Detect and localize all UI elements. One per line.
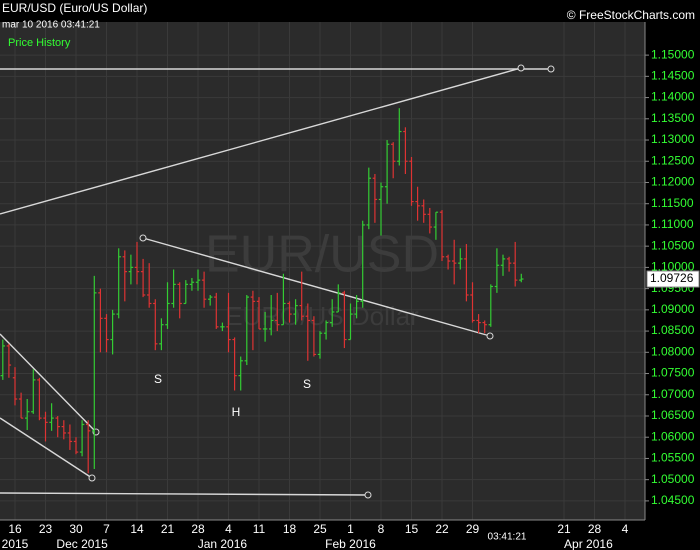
- trend-line: [0, 333, 97, 433]
- x-group-label: Dec 2015: [56, 537, 108, 550]
- annotation: H: [232, 405, 241, 419]
- x-tick-label: 11: [253, 522, 266, 536]
- watermark-subtitle: EURO/US Dollar: [225, 301, 419, 331]
- x-tick-label: 4: [225, 522, 232, 536]
- y-tick-label: 1.12000: [651, 175, 695, 189]
- time-label: 03:41:21: [488, 532, 527, 543]
- chart-title: EUR/USD (Euro/US Dollar): [2, 1, 147, 15]
- y-tick-label: 1.06000: [651, 429, 695, 443]
- y-tick-label: 1.08000: [651, 344, 695, 358]
- trend-handle: [364, 491, 372, 499]
- y-tick-label: 1.10500: [651, 238, 695, 252]
- x-tick-label: 4: [622, 522, 629, 536]
- y-tick-label: 1.13000: [651, 132, 695, 146]
- trend-handle: [88, 474, 96, 482]
- x-tick-label: 15: [405, 522, 419, 536]
- y-tick-label: 1.06500: [651, 408, 695, 422]
- x-tick-label: 22: [435, 522, 449, 536]
- x-group-label: Feb 2016: [325, 537, 376, 550]
- y-tick-label: 1.15000: [651, 47, 695, 61]
- y-tick-label: 1.11000: [651, 217, 694, 231]
- grid: [0, 22, 645, 520]
- last-price-label: 1.09726: [650, 271, 694, 285]
- annotation: S: [154, 372, 162, 386]
- x-tick-label: 21: [161, 522, 175, 536]
- y-tick-label: 1.08500: [651, 323, 695, 337]
- trend-lines: [0, 64, 555, 499]
- y-tick-label: 1.12500: [651, 153, 695, 167]
- x-tick-label: 18: [283, 522, 297, 536]
- x-tick-label: 28: [191, 522, 205, 536]
- trend-handle: [517, 64, 525, 72]
- x-tick-label: 28: [588, 522, 602, 536]
- x-tick-label: 23: [39, 522, 53, 536]
- annotations: S H S: [154, 372, 311, 419]
- copyright: © FreeStockCharts.com: [567, 8, 695, 22]
- x-tick-label: 21: [557, 522, 571, 536]
- x-tick-label: 25: [313, 522, 327, 536]
- last-price-box: [646, 270, 700, 288]
- x-tick-label: 7: [103, 522, 110, 536]
- x-tick-label: 30: [69, 522, 83, 536]
- trend-line: [0, 67, 522, 215]
- trend-line: [142, 237, 491, 337]
- watermark: EUR/USD: [205, 226, 439, 284]
- x-group-label: Apr 2016: [564, 537, 613, 550]
- x-tick-label: 16: [8, 522, 22, 536]
- x-group-label: 2015: [2, 537, 29, 550]
- time-box: [482, 528, 532, 544]
- trend-line: [0, 417, 93, 479]
- y-tick-label: 1.14500: [651, 69, 695, 83]
- annotation: S: [303, 377, 311, 391]
- y-tick-label: 1.09000: [651, 302, 695, 316]
- x-tick-label: 14: [130, 522, 144, 536]
- trend-handle: [139, 234, 147, 242]
- y-tick-label: 1.04500: [651, 493, 695, 507]
- y-tick-label: 1.05000: [651, 472, 695, 486]
- trend-handle: [486, 332, 494, 340]
- bars: [0, 108, 524, 474]
- x-tick-label: 8: [378, 522, 385, 536]
- x-tick-label: 29: [466, 522, 480, 536]
- timestamp: mar 10 2016 03:41:21: [2, 20, 100, 31]
- trend-handle: [547, 65, 555, 73]
- y-tick-label: 1.10000: [651, 260, 695, 274]
- trend-line: [0, 492, 369, 496]
- y-tick-label: 1.07500: [651, 366, 695, 380]
- x-tick-label: 1: [347, 522, 354, 536]
- y-tick-label: 1.07000: [651, 387, 695, 401]
- y-tick-label: 1.13500: [651, 111, 695, 125]
- x-group-label: Jan 2016: [198, 537, 248, 550]
- y-tick-label: 1.11500: [651, 196, 694, 210]
- y-tick-label: 1.14000: [651, 90, 695, 104]
- legend-entry: Price History: [8, 37, 71, 49]
- y-tick-label: 1.05500: [651, 451, 695, 465]
